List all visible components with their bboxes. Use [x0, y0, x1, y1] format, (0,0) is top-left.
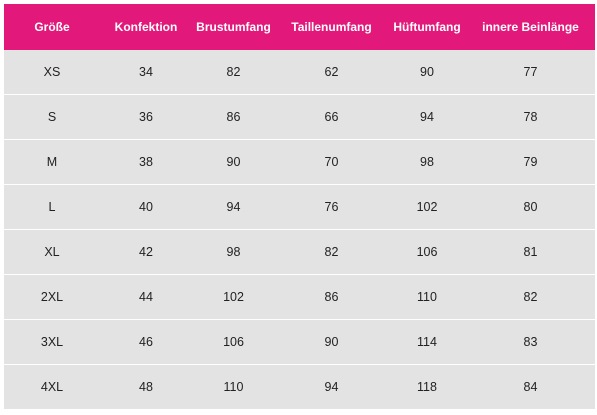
cell-innere-beinlaenge: 84 — [466, 364, 595, 409]
cell-brustumfang: 90 — [192, 139, 275, 184]
header-hueftumfang: Hüftumfang — [388, 4, 466, 50]
header-innere-beinlaenge: innere Beinlänge — [466, 4, 595, 50]
table-row: 2XL 44 102 86 110 82 — [4, 274, 595, 319]
cell-taillenumfang: 90 — [275, 319, 388, 364]
cell-hueftumfang: 106 — [388, 229, 466, 274]
cell-konfektion: 46 — [100, 319, 192, 364]
header-row: Größe Konfektion Brustumfang Taillenumfa… — [4, 4, 595, 50]
cell-taillenumfang: 82 — [275, 229, 388, 274]
table-row: XS 34 82 62 90 77 — [4, 50, 595, 94]
cell-size: M — [4, 139, 100, 184]
cell-taillenumfang: 66 — [275, 94, 388, 139]
table-row: S 36 86 66 94 78 — [4, 94, 595, 139]
table-body: XS 34 82 62 90 77 S 36 86 66 94 78 M 38 … — [4, 50, 595, 409]
table-header: Größe Konfektion Brustumfang Taillenumfa… — [4, 4, 595, 50]
header-taillenumfang: Taillenumfang — [275, 4, 388, 50]
cell-brustumfang: 106 — [192, 319, 275, 364]
cell-konfektion: 48 — [100, 364, 192, 409]
cell-hueftumfang: 90 — [388, 50, 466, 94]
cell-innere-beinlaenge: 81 — [466, 229, 595, 274]
cell-konfektion: 42 — [100, 229, 192, 274]
cell-hueftumfang: 114 — [388, 319, 466, 364]
cell-size: 3XL — [4, 319, 100, 364]
cell-innere-beinlaenge: 83 — [466, 319, 595, 364]
cell-hueftumfang: 118 — [388, 364, 466, 409]
cell-innere-beinlaenge: 82 — [466, 274, 595, 319]
cell-hueftumfang: 94 — [388, 94, 466, 139]
cell-hueftumfang: 98 — [388, 139, 466, 184]
cell-brustumfang: 86 — [192, 94, 275, 139]
cell-brustumfang: 94 — [192, 184, 275, 229]
cell-konfektion: 38 — [100, 139, 192, 184]
cell-size: XS — [4, 50, 100, 94]
cell-konfektion: 36 — [100, 94, 192, 139]
size-chart-table: Größe Konfektion Brustumfang Taillenumfa… — [4, 4, 595, 409]
cell-taillenumfang: 76 — [275, 184, 388, 229]
table-row: 4XL 48 110 94 118 84 — [4, 364, 595, 409]
header-konfektion: Konfektion — [100, 4, 192, 50]
cell-innere-beinlaenge: 78 — [466, 94, 595, 139]
cell-brustumfang: 98 — [192, 229, 275, 274]
header-brustumfang: Brustumfang — [192, 4, 275, 50]
cell-innere-beinlaenge: 77 — [466, 50, 595, 94]
cell-brustumfang: 82 — [192, 50, 275, 94]
table-row: XL 42 98 82 106 81 — [4, 229, 595, 274]
cell-size: L — [4, 184, 100, 229]
table-row: L 40 94 76 102 80 — [4, 184, 595, 229]
cell-size: S — [4, 94, 100, 139]
cell-taillenumfang: 86 — [275, 274, 388, 319]
cell-hueftumfang: 110 — [388, 274, 466, 319]
cell-taillenumfang: 62 — [275, 50, 388, 94]
cell-brustumfang: 102 — [192, 274, 275, 319]
cell-konfektion: 40 — [100, 184, 192, 229]
cell-taillenumfang: 70 — [275, 139, 388, 184]
table-row: 3XL 46 106 90 114 83 — [4, 319, 595, 364]
cell-innere-beinlaenge: 79 — [466, 139, 595, 184]
cell-taillenumfang: 94 — [275, 364, 388, 409]
table-row: M 38 90 70 98 79 — [4, 139, 595, 184]
cell-konfektion: 44 — [100, 274, 192, 319]
cell-size: 4XL — [4, 364, 100, 409]
cell-size: 2XL — [4, 274, 100, 319]
cell-size: XL — [4, 229, 100, 274]
cell-hueftumfang: 102 — [388, 184, 466, 229]
header-size: Größe — [4, 4, 100, 50]
cell-innere-beinlaenge: 80 — [466, 184, 595, 229]
cell-brustumfang: 110 — [192, 364, 275, 409]
cell-konfektion: 34 — [100, 50, 192, 94]
